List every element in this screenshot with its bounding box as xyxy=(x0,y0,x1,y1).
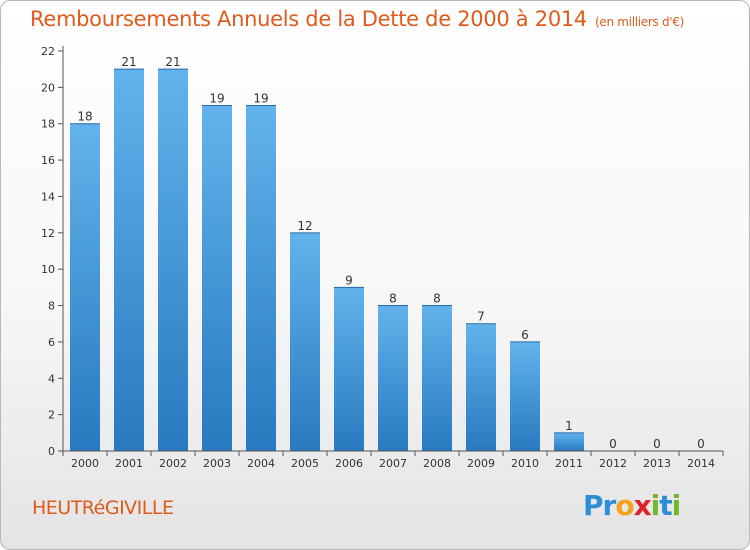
y-tick-label: 10 xyxy=(41,263,55,276)
value-label-2012: 0 xyxy=(609,437,617,451)
value-label-2001: 21 xyxy=(121,55,136,69)
y-tick-label: 4 xyxy=(48,372,55,385)
x-tick-label-2012: 2012 xyxy=(599,457,627,470)
value-label-2006: 9 xyxy=(345,273,353,287)
y-tick-label: 18 xyxy=(41,118,55,131)
bar-2003 xyxy=(202,105,232,451)
x-tick-label-2011: 2011 xyxy=(555,457,583,470)
x-tick-label-2013: 2013 xyxy=(643,457,671,470)
y-tick-label: 8 xyxy=(48,300,55,313)
value-label-2011: 1 xyxy=(565,419,573,433)
bars: 18 21 21 19 19 12 9 8 8 7 6 1 0 0 0 xyxy=(70,55,705,452)
logo-letter: x xyxy=(633,489,652,522)
y-tick-label: 2 xyxy=(48,409,55,422)
bar-2005 xyxy=(290,232,320,451)
x-tick-label-2009: 2009 xyxy=(467,457,495,470)
logo-letter: i xyxy=(650,489,661,522)
y-tick-label: 22 xyxy=(41,45,55,58)
value-label-2003: 19 xyxy=(209,92,224,106)
chart-unit: (en milliers d'€) xyxy=(595,15,685,29)
bar-2007 xyxy=(378,305,408,451)
x-tick-label-2003: 2003 xyxy=(203,457,231,470)
bar-2008 xyxy=(422,305,452,451)
x-tick-label-2005: 2005 xyxy=(291,457,319,470)
x-tick-label-2000: 2000 xyxy=(71,457,99,470)
y-tick-label: 0 xyxy=(48,445,55,458)
y-tick-label: 12 xyxy=(41,227,55,240)
value-label-2013: 0 xyxy=(653,437,661,451)
value-label-2000: 18 xyxy=(77,110,92,124)
town-name: HEUTRéGIVILLE xyxy=(32,497,174,519)
bar-2009 xyxy=(466,323,496,451)
bar-2000 xyxy=(70,123,100,452)
value-label-2008: 8 xyxy=(433,292,441,306)
value-label-2005: 12 xyxy=(297,219,312,233)
x-tick-label-2002: 2002 xyxy=(159,457,187,470)
logo-letter: o xyxy=(615,489,634,522)
x-tick-label-2008: 2008 xyxy=(423,457,451,470)
y-tick-label: 16 xyxy=(41,154,55,167)
value-label-2004: 19 xyxy=(253,92,268,106)
bar-2006 xyxy=(334,287,364,451)
x-axis: 2000 2001 2002 2003 2004 2005 2006 2007 2008 2009… xyxy=(62,450,724,470)
logo-letter: P xyxy=(583,489,604,522)
value-label-2002: 21 xyxy=(165,55,180,69)
logo-letter: t xyxy=(659,489,672,522)
value-label-2007: 8 xyxy=(389,292,397,306)
y-tick-label: 6 xyxy=(48,336,55,349)
x-tick-label-2007: 2007 xyxy=(379,457,407,470)
y-tick-label: 20 xyxy=(41,81,55,94)
x-tick-label-2014: 2014 xyxy=(687,457,715,470)
proxiti-logo: Proxiti xyxy=(583,489,682,522)
x-tick-label-2001: 2001 xyxy=(115,457,143,470)
value-label-2010: 6 xyxy=(521,328,529,342)
value-label-2014: 0 xyxy=(697,437,705,451)
bar-2004 xyxy=(246,105,276,451)
x-tick-label-2006: 2006 xyxy=(335,457,363,470)
chart-title: Remboursements Annuels de la Dette de 20… xyxy=(30,7,685,31)
x-tick-label-2004: 2004 xyxy=(247,457,275,470)
logo-letter: r xyxy=(602,489,617,522)
bar-2011 xyxy=(554,432,584,451)
bar-2002 xyxy=(158,69,188,451)
value-label-2009: 7 xyxy=(477,310,485,324)
x-tick-label-2010: 2010 xyxy=(511,457,539,470)
y-axis: 0 2 4 6 8 10 12 14 16 18 20 22 xyxy=(41,45,64,458)
logo-letter: i xyxy=(671,489,682,522)
bar-2001 xyxy=(114,69,144,451)
y-tick-label: 14 xyxy=(41,190,55,203)
bar-2010 xyxy=(510,341,540,451)
